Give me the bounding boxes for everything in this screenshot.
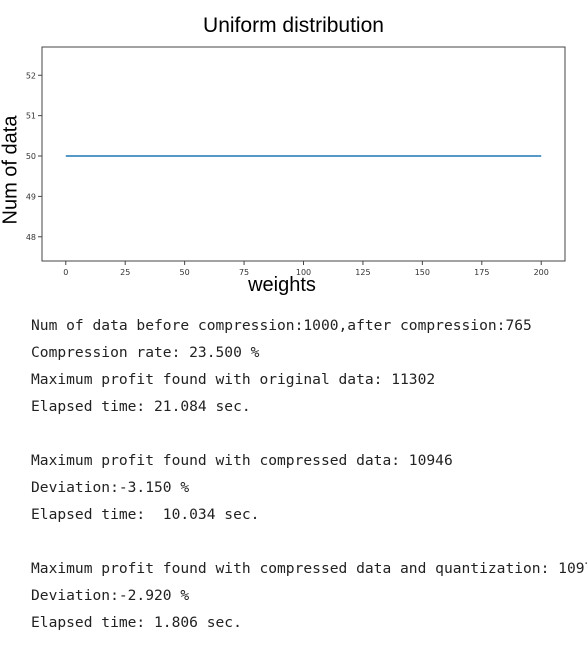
console-line: Elapsed time: 10.034 sec.: [31, 506, 260, 523]
x-tick-label: 125: [355, 268, 370, 277]
console-line: Maximum profit found with compressed dat…: [31, 560, 587, 577]
console-line: Deviation:-2.920 %: [31, 587, 190, 604]
chart-title: Uniform distribution: [203, 14, 384, 37]
console-line: Elapsed time: 21.084 sec.: [31, 398, 251, 415]
y-tick-label: 50: [26, 152, 36, 161]
y-tick-label: 48: [26, 233, 36, 242]
console-line: Compression rate: 23.500 %: [31, 344, 260, 361]
x-tick-label: 25: [120, 268, 130, 277]
console-line: Maximum profit found with original data:…: [31, 371, 436, 388]
console-line: [31, 528, 587, 555]
x-tick-label: 50: [180, 268, 190, 277]
y-tick-label: 51: [26, 112, 36, 121]
x-tick-label: 0: [63, 268, 68, 277]
y-tick-label: 52: [26, 71, 36, 80]
x-axis-label: weights: [248, 274, 316, 296]
x-tick-label: 100: [296, 268, 311, 277]
console-line: [31, 420, 587, 447]
x-tick-label: 75: [239, 268, 249, 277]
console-output: Num of data before compression:1000,afte…: [31, 312, 587, 636]
line-chart: 0 25 50 75 100 125 150 175 200 48 49 50 51 52: [26, 46, 566, 277]
y-tick-label: 49: [26, 192, 36, 201]
plot-area: [41, 46, 566, 262]
console-line: Num of data before compression:1000,afte…: [31, 317, 532, 334]
console-line: Maximum profit found with compressed dat…: [31, 452, 453, 469]
console-line: Deviation:-3.150 %: [31, 479, 190, 496]
x-tick-label: 200: [534, 268, 549, 277]
x-tick-label: 175: [474, 268, 489, 277]
x-tick-label: 150: [415, 268, 430, 277]
console-line: Elapsed time: 1.806 sec.: [31, 614, 242, 631]
